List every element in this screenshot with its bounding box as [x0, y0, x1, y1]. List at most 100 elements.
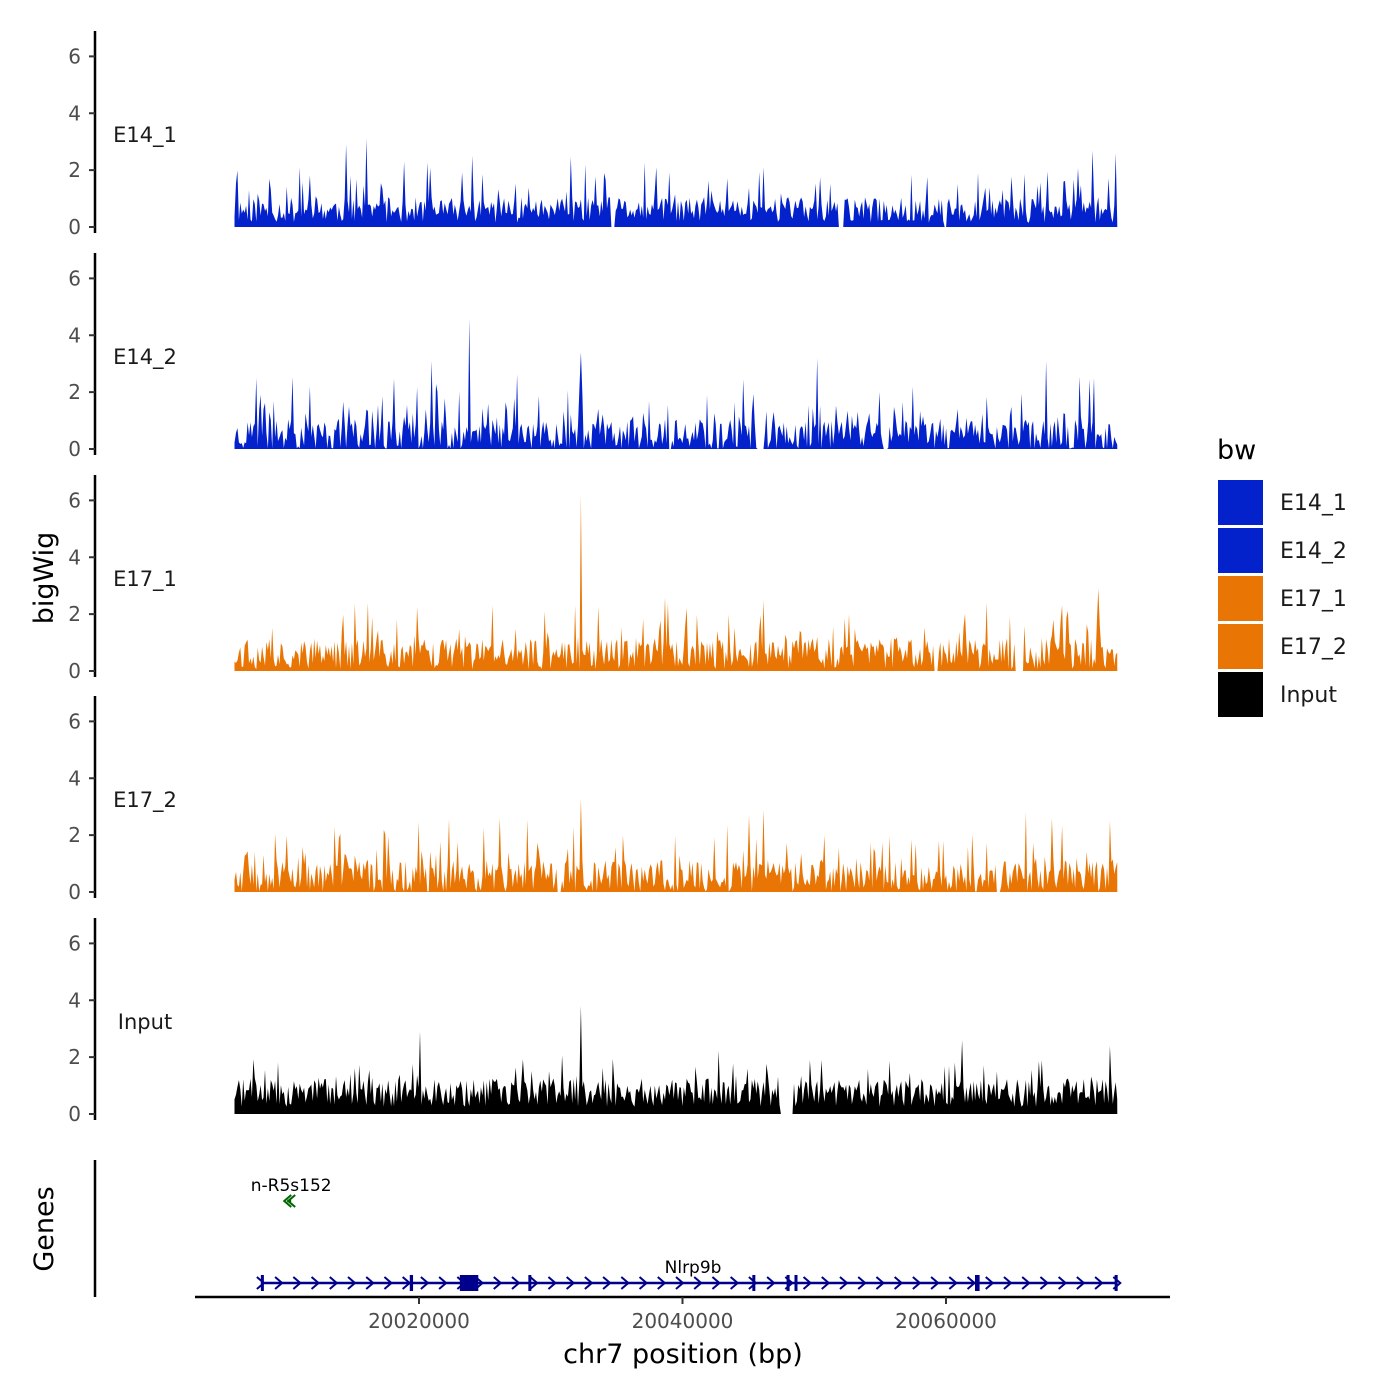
y-tick-label: 4 — [68, 766, 81, 790]
y-tick-label: 4 — [68, 101, 81, 125]
y-tick-label: 6 — [68, 44, 81, 68]
strand-arrow — [1076, 1276, 1086, 1290]
strand-arrow — [966, 1276, 977, 1290]
legend-title: bw — [1217, 435, 1256, 466]
y-tick-label: 2 — [68, 158, 81, 182]
coverage-area-E14_1 — [234, 138, 1118, 227]
exon — [794, 1275, 798, 1291]
x-tick-label: 20060000 — [895, 1309, 997, 1333]
legend-swatch — [1218, 576, 1263, 621]
exon — [528, 1275, 532, 1291]
legend-swatch — [1218, 672, 1263, 717]
strand-arrow — [602, 1276, 612, 1290]
track-label: E17_2 — [113, 788, 177, 813]
strand-arrow — [711, 1276, 721, 1290]
strand-arrow — [1094, 1276, 1104, 1290]
strand-arrow — [282, 1194, 292, 1208]
strand-arrow — [286, 1194, 296, 1208]
strand-arrow — [821, 1276, 831, 1290]
strand-arrow — [383, 1276, 393, 1290]
legend-label: E17_2 — [1280, 635, 1347, 660]
track-E17_2: 0 2 4 6 E17_2 — [68, 696, 1118, 904]
strand-arrow — [766, 1276, 776, 1290]
strand-arrow — [1039, 1276, 1049, 1290]
strand-arrow — [493, 1276, 503, 1290]
strand-arrow — [565, 1276, 576, 1290]
track-label: E14_1 — [113, 123, 177, 148]
strand-arrow — [292, 1276, 302, 1290]
y-tick-label: 2 — [68, 380, 81, 404]
track-E14_2: 0 2 4 6 E14_2 — [68, 253, 1118, 461]
y-tick-label: 6 — [68, 709, 81, 733]
strand-arrow — [638, 1276, 649, 1290]
genes-panel: n-R5s152 Nlrp9b — [93, 1160, 1122, 1297]
gene-Nlrp9b: Nlrp9b — [256, 1258, 1122, 1291]
coverage-area-E17_1 — [234, 494, 1118, 671]
y-tick-label: 6 — [68, 931, 81, 955]
y-tick-label: 6 — [68, 266, 81, 290]
legend-item-E17_1: E17_1 — [1218, 576, 1347, 621]
y-tick-label: 6 — [68, 488, 81, 512]
y-tick-label: 4 — [68, 323, 81, 347]
gene-n-R5s152: n-R5s152 — [251, 1176, 332, 1208]
strand-arrow — [839, 1276, 849, 1290]
legend-swatch — [1218, 624, 1263, 669]
exon — [260, 1275, 264, 1291]
strand-arrow — [893, 1276, 904, 1290]
x-tick-label: 20040000 — [632, 1309, 734, 1333]
y-tick-label: 0 — [68, 659, 81, 683]
strand-arrow — [347, 1276, 357, 1290]
strand-arrow — [693, 1276, 703, 1290]
track-label: E14_2 — [113, 345, 177, 370]
strand-arrow — [1021, 1276, 1031, 1290]
y-tick-label: 0 — [68, 1102, 81, 1126]
legend-label: Input — [1280, 683, 1337, 708]
y-tick-label: 2 — [68, 823, 81, 847]
strand-arrow — [511, 1276, 521, 1290]
legend-item-Input: Input — [1218, 672, 1337, 717]
track-Input: 0 2 4 6 Input — [68, 918, 1118, 1126]
strand-arrow — [930, 1276, 940, 1290]
y-tick-label: 0 — [68, 880, 81, 904]
legend-label: E14_1 — [1280, 491, 1347, 516]
track-label: E17_1 — [113, 567, 177, 592]
strand-arrow — [310, 1276, 321, 1290]
strand-arrow — [402, 1276, 412, 1290]
legend-item-E17_2: E17_2 — [1218, 624, 1347, 669]
exon — [1114, 1275, 1118, 1291]
legend-item-E14_2: E14_2 — [1218, 528, 1347, 573]
legend-swatch — [1218, 528, 1263, 573]
strand-arrow — [438, 1276, 448, 1290]
strand-arrow — [675, 1276, 685, 1290]
y-tick-label: 0 — [68, 437, 81, 461]
strand-arrow — [329, 1276, 339, 1290]
strand-arrow — [420, 1276, 430, 1290]
y-tick-label: 4 — [68, 988, 81, 1012]
strand-arrow — [547, 1276, 557, 1290]
strand-arrow — [748, 1276, 758, 1290]
genes-axis-title: Genes — [29, 1186, 60, 1271]
coverage-area-E14_2 — [234, 318, 1118, 449]
track-E14_1: 0 2 4 6 E14_1 — [68, 31, 1118, 239]
y-tick-label: 2 — [68, 602, 81, 626]
exon — [409, 1275, 414, 1291]
track-E17_1: 0 2 4 6 E17_1 — [68, 475, 1118, 683]
x-tick-label: 20020000 — [368, 1309, 470, 1333]
strand-arrow — [620, 1276, 630, 1290]
strand-arrow — [875, 1276, 885, 1290]
strand-arrow — [985, 1276, 995, 1290]
strand-arrow — [584, 1276, 594, 1290]
gene-label: Nlrp9b — [665, 1258, 722, 1278]
y-axis-title: bigWig — [29, 532, 60, 625]
strand-arrow — [274, 1276, 284, 1290]
y-tick-label: 4 — [68, 545, 81, 569]
strand-arrow — [912, 1276, 922, 1290]
legend-swatch — [1218, 480, 1263, 525]
legend-label: E14_2 — [1280, 539, 1347, 564]
coverage-tracks: 0 2 4 6 E14_1 0 2 4 6 E14_2 0 2 4 6 E17_1 0 2 4 6 E17_2 0 2 4 6… — [68, 31, 1118, 1126]
strand-arrow — [857, 1276, 867, 1290]
y-tick-label: 0 — [68, 215, 81, 239]
y-tick-label: 2 — [68, 1045, 81, 1069]
exon — [459, 1275, 479, 1291]
